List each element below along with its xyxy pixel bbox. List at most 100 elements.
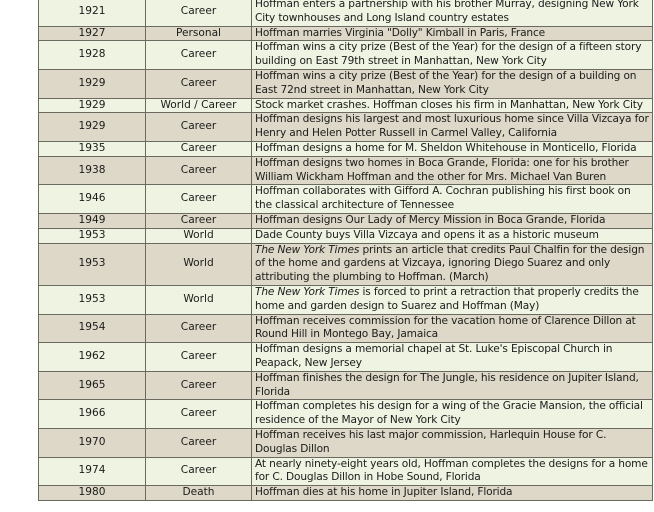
- description-text: Hoffman wins a city prize (Best of the Y…: [255, 69, 637, 96]
- description-cell: Hoffman designs a home for M. Sheldon Wh…: [251, 140, 653, 157]
- table-row: 1929 Career Hoffman designs his largest an…: [38, 112, 653, 142]
- publication-title: The New York Times: [255, 285, 360, 298]
- description-text: Hoffman finishes the design for The Jung…: [255, 371, 639, 398]
- description-text: Hoffman wins a city prize (Best of the Y…: [255, 41, 642, 68]
- year-cell: 1954: [38, 313, 146, 344]
- description-text: Dade County buys Villa Vizcaya and opens…: [255, 228, 599, 241]
- description-cell: Hoffman completes his design for a wing …: [251, 399, 653, 429]
- timeline-body: 1921 Career Hoffman enters a partnership w…: [38, 0, 653, 501]
- description-text: Hoffman designs Our Lady of Mercy Missio…: [255, 213, 606, 226]
- publication-title: The New York Times: [255, 243, 360, 256]
- table-row: 1929 World / Career Stock market crashes. …: [38, 97, 653, 114]
- table-row: 1954 Career Hoffman receives commission fo…: [38, 313, 653, 344]
- category-cell: Career: [145, 112, 252, 142]
- year-cell: 1946: [38, 184, 146, 214]
- table-row: 1962 Career Hoffman designs a memorial cha…: [38, 342, 653, 372]
- description-text: Hoffman receives commission for the vaca…: [255, 314, 636, 341]
- category-cell: World: [145, 242, 252, 286]
- year-cell: 1974: [38, 456, 146, 487]
- table-row: 1927 Personal Hoffman marries Virginia "Do…: [38, 25, 653, 42]
- table-row: 1974 Career At nearly ninety-eight years o…: [38, 456, 653, 487]
- year-cell: 1938: [38, 155, 146, 186]
- description-text: Hoffman marries Virginia "Dolly" Kimball…: [255, 26, 546, 39]
- category-cell: Career: [145, 427, 252, 458]
- table-row: 1980 Death Hoffman dies at his home in Jup…: [38, 485, 653, 501]
- table-row: 1965 Career Hoffman finishes the design fo…: [38, 370, 653, 401]
- year-cell: 1953: [38, 242, 146, 286]
- description-cell: Hoffman enters a partnership with his br…: [251, 0, 653, 27]
- category-cell: Career: [145, 40, 252, 70]
- description-text: Hoffman collaborates with Gifford A. Coc…: [255, 185, 631, 212]
- description-cell: Hoffman dies at his home in Jupiter Isla…: [251, 485, 653, 501]
- table-row: 1966 Career Hoffman completes his design f…: [38, 399, 653, 429]
- description-text: Hoffman designs two homes in Boca Grande…: [255, 156, 629, 183]
- table-row: 1953 World Dade County buys Villa Vizcaya …: [38, 227, 653, 244]
- table-row: 1935 Career Hoffman designs a home for M. …: [38, 140, 653, 157]
- description-cell: Dade County buys Villa Vizcaya and opens…: [251, 227, 653, 244]
- year-cell: 1929: [38, 68, 146, 99]
- year-cell: 1970: [38, 427, 146, 458]
- category-cell: Career: [145, 370, 252, 401]
- year-cell: 1929: [38, 112, 146, 142]
- description-cell: Hoffman designs two homes in Boca Grande…: [251, 155, 653, 186]
- description-text: Hoffman designs a memorial chapel at St.…: [255, 343, 613, 369]
- category-cell: Career: [145, 184, 252, 214]
- category-cell: Career: [145, 0, 252, 27]
- year-cell: 1962: [38, 342, 146, 372]
- description-text: Hoffman enters a partnership with his br…: [255, 0, 639, 24]
- description-cell: At nearly ninety-eight years old, Hoffma…: [251, 456, 653, 487]
- year-cell: 1949: [38, 212, 146, 229]
- table-row: 1938 Career Hoffman designs two homes in B…: [38, 155, 653, 186]
- description-text: Hoffman dies at his home in Jupiter Isla…: [255, 486, 513, 499]
- year-cell: 1953: [38, 284, 146, 315]
- year-cell: 1966: [38, 399, 146, 429]
- description-cell: The New York Times prints an article tha…: [251, 242, 653, 286]
- description-cell: Hoffman designs Our Lady of Mercy Missio…: [251, 212, 653, 229]
- description-cell: Hoffman collaborates with Gifford A. Coc…: [251, 184, 653, 214]
- year-cell: 1980: [38, 485, 146, 501]
- table-row: 1928 Career Hoffman wins a city prize (Bes…: [38, 40, 653, 70]
- table-row: 1970 Career Hoffman receives his last majo…: [38, 427, 653, 458]
- description-cell: Hoffman wins a city prize (Best of the Y…: [251, 40, 653, 70]
- category-cell: Career: [145, 140, 252, 157]
- year-cell: 1929: [38, 97, 146, 114]
- table-row: 1946 Career Hoffman collaborates with Giff…: [38, 184, 653, 214]
- description-cell: Hoffman wins a city prize (Best of the Y…: [251, 68, 653, 99]
- description-text: Hoffman designs a home for M. Sheldon Wh…: [255, 141, 637, 154]
- timeline-table: 1921 Career Hoffman enters a partnership w…: [38, 0, 653, 501]
- table-row: 1929 Career Hoffman wins a city prize (Bes…: [38, 68, 653, 99]
- year-cell: 1965: [38, 370, 146, 401]
- year-cell: 1927: [38, 25, 146, 42]
- table-row: 1953 World The New York Times is forced to…: [38, 284, 653, 315]
- category-cell: Career: [145, 155, 252, 186]
- category-cell: Career: [145, 342, 252, 372]
- category-cell: Death: [145, 485, 252, 501]
- table-row: 1953 World The New York Times prints an ar…: [38, 242, 653, 286]
- description-text: Hoffman designs his largest and most lux…: [255, 113, 649, 140]
- description-cell: The New York Times is forced to print a …: [251, 284, 653, 315]
- description-text: Stock market crashes. Hoffman closes his…: [255, 98, 643, 111]
- description-text: Hoffman receives his last major commissi…: [255, 428, 607, 455]
- year-cell: 1935: [38, 140, 146, 157]
- description-cell: Hoffman receives his last major commissi…: [251, 427, 653, 458]
- description-cell: Stock market crashes. Hoffman closes his…: [251, 97, 653, 114]
- description-text: Hoffman completes his design for a wing …: [255, 400, 643, 427]
- category-cell: Career: [145, 212, 252, 229]
- table-row: 1921 Career Hoffman enters a partnership w…: [38, 0, 653, 27]
- year-cell: 1953: [38, 227, 146, 244]
- category-cell: Career: [145, 313, 252, 344]
- year-cell: 1921: [38, 0, 146, 27]
- category-cell: World: [145, 227, 252, 244]
- table-row: 1949 Career Hoffman designs Our Lady of Me…: [38, 212, 653, 229]
- category-cell: Career: [145, 456, 252, 487]
- description-cell: Hoffman finishes the design for The Jung…: [251, 370, 653, 401]
- description-text: is forced to print a retraction that pro…: [255, 285, 639, 312]
- description-text: At nearly ninety-eight years old, Hoffma…: [255, 457, 648, 484]
- description-cell: Hoffman receives commission for the vaca…: [251, 313, 653, 344]
- description-cell: Hoffman designs a memorial chapel at St.…: [251, 342, 653, 372]
- year-cell: 1928: [38, 40, 146, 70]
- description-cell: Hoffman marries Virginia "Dolly" Kimball…: [251, 25, 653, 42]
- category-cell: World: [145, 284, 252, 315]
- category-cell: Career: [145, 68, 252, 99]
- category-cell: Career: [145, 399, 252, 429]
